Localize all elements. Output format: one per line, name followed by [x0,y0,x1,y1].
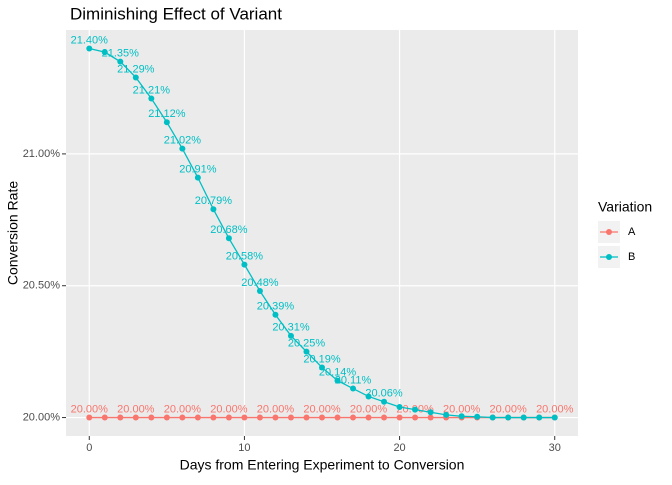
data-label: 21.21% [133,84,171,96]
legend-point [606,254,612,260]
point [117,414,124,421]
point [489,414,496,421]
point [86,414,93,421]
data-label: 20.58% [226,251,264,263]
point [551,414,558,421]
point [319,414,325,421]
point [365,414,372,421]
point [132,74,139,81]
point [303,414,310,421]
point [210,414,217,421]
data-label: 20.68% [210,224,248,236]
point [179,145,186,152]
point [505,414,512,421]
point [256,288,263,294]
legend-label: B [628,251,635,263]
data-label: 20.39% [257,301,295,313]
point [536,414,543,421]
x-axis-title: Days from Entering Experiment to Convers… [180,457,465,473]
y-axis-title: Conversion Rate [5,181,21,285]
data-label: 20.00% [350,403,388,415]
point [287,332,294,339]
chart-title: Diminishing Effect of Variant [70,4,282,23]
point [272,311,279,318]
point [225,235,232,242]
data-label: 20.00% [257,403,295,415]
point [303,348,310,355]
data-label: 20.00% [164,403,202,415]
data-label: 20.19% [303,353,341,365]
data-label: 20.00% [303,403,341,415]
data-label: 20.00% [490,403,528,415]
data-label: 20.25% [288,338,326,350]
point [350,385,357,392]
point [241,414,248,421]
point [520,414,527,421]
legend-point [606,229,612,235]
point [117,58,124,65]
x-tick-label: 30 [549,442,561,454]
point [163,414,170,421]
point [396,414,403,421]
data-label: 20.00% [210,403,248,415]
point [412,406,419,413]
point [132,414,139,421]
point [241,261,248,268]
x-tick-label: 10 [238,442,250,454]
point [101,49,108,56]
point [225,414,232,421]
data-label: 21.40% [71,34,109,46]
point [334,414,341,421]
legend-title: Variation [598,199,652,215]
point [148,95,155,102]
point [194,174,201,181]
data-label: 20.06% [365,388,403,400]
point [194,414,201,421]
data-label: 20.14% [319,367,357,379]
data-label: 21.35% [102,48,140,60]
data-label: 20.00% [117,403,155,415]
point [474,413,481,420]
point [396,404,403,410]
point [256,414,263,421]
point [381,398,388,405]
point [334,377,341,384]
data-label: 20.91% [179,164,217,176]
point [272,414,279,421]
point [319,364,325,371]
x-tick-label: 20 [393,442,405,454]
point [287,414,294,421]
point [350,414,357,421]
point [381,414,388,421]
point [365,393,372,400]
y-tick-label: 21.00% [23,148,61,160]
legend-label: A [628,226,636,238]
data-label: 21.02% [164,135,202,147]
point [179,414,186,421]
y-tick-label: 20.00% [23,411,61,423]
point [427,414,434,421]
data-label: 21.29% [117,63,155,75]
data-label: 20.48% [241,277,279,289]
data-label: 21.12% [148,108,186,120]
point [412,414,419,421]
x-tick-label: 0 [86,442,92,454]
data-label: 20.00% [71,403,109,415]
point [163,119,170,126]
data-label: 20.00% [443,403,481,415]
data-label: 20.31% [272,322,310,334]
data-label: 20.11% [335,374,372,386]
point [101,414,108,421]
data-label: 20.79% [195,195,233,207]
point [210,206,217,213]
point [443,411,450,418]
y-tick-label: 20.50% [23,280,61,292]
point [427,409,434,416]
data-label: 20.00% [536,403,574,415]
point [86,45,93,52]
point [458,413,465,420]
point [148,414,155,421]
